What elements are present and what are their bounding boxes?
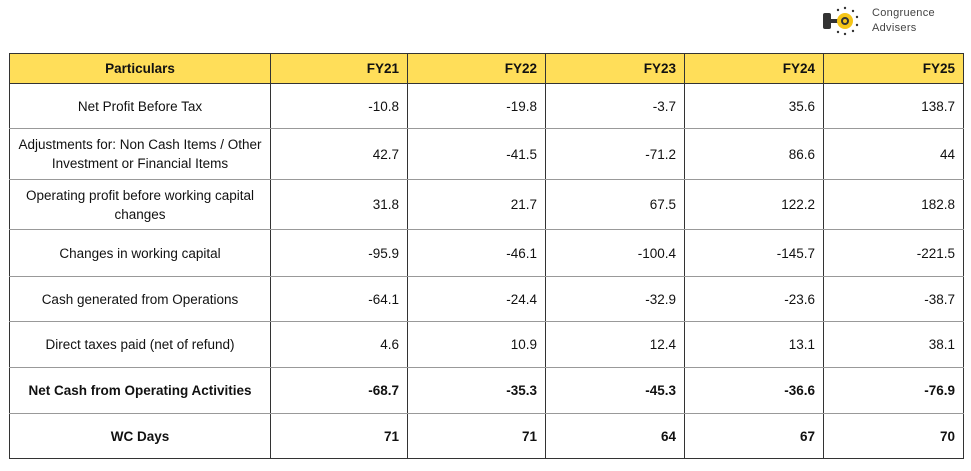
value-cell-fy25: 70 [823,413,964,459]
value-cell-fy21: 42.7 [270,128,408,180]
header-row: Particulars FY21 FY22 FY23 FY24 FY25 [9,53,964,84]
table-row: Cash generated from Operations -64.1 -24.4… [9,276,964,322]
value-cell-fy25: 44 [823,128,964,180]
value-cell-fy24: -23.6 [684,276,824,322]
value-cell-fy22: -41.5 [407,128,546,180]
value-cell-fy21: 31.8 [270,179,408,230]
value-cell-fy21: -95.9 [270,229,408,277]
header-fy25: FY25 [823,53,964,84]
value-cell-fy23: -45.3 [545,367,685,414]
header-particulars: Particulars [9,53,271,84]
value-cell-fy24: 122.2 [684,179,824,230]
table-row: Operating profit before working capital … [9,179,964,230]
value-cell-fy23: 12.4 [545,321,685,368]
logo-line-1: Congruence [872,7,935,19]
value-cell-fy22: -35.3 [407,367,546,414]
row-label: Cash generated from Operations [9,276,271,322]
row-label: Changes in working capital [9,229,271,277]
header-fy21: FY21 [270,53,408,84]
value-cell-fy24: 67 [684,413,824,459]
value-cell-fy25: -38.7 [823,276,964,322]
value-cell-fy22: 71 [407,413,546,459]
table-row: Adjustments for: Non Cash Items / Other … [9,128,964,180]
value-cell-fy21: -64.1 [270,276,408,322]
value-cell-fy24: -145.7 [684,229,824,277]
value-cell-fy24: -36.6 [684,367,824,414]
value-cell-fy25: 182.8 [823,179,964,230]
table-row: Changes in working capital -95.9 -46.1 -100… [9,229,964,277]
row-label: Net Cash from Operating Activities [9,367,271,414]
value-cell-fy25: 38.1 [823,321,964,368]
value-cell-fy23: 67.5 [545,179,685,230]
value-cell-fy23: -32.9 [545,276,685,322]
company-logo: Congruence Advisers [820,4,965,38]
value-cell-fy22: -19.8 [407,83,546,129]
value-cell-fy21: 71 [270,413,408,459]
header-fy24: FY24 [684,53,824,84]
header-fy23: FY23 [545,53,685,84]
row-label: Operating profit before working capital … [9,179,271,230]
value-cell-fy22: -24.4 [407,276,546,322]
table-row: Net Profit Before Tax -10.8 -19.8 -3.7 35.6 1… [9,83,964,129]
value-cell-fy24: 13.1 [684,321,824,368]
header-fy22: FY22 [407,53,546,84]
value-cell-fy22: 10.9 [407,321,546,368]
value-cell-fy22: -46.1 [407,229,546,277]
value-cell-fy25: -76.9 [823,367,964,414]
table-row: Net Cash from Operating Activities -68.7-… [9,367,964,414]
row-label: WC Days [9,413,271,459]
value-cell-fy24: 35.6 [684,83,824,129]
cash-flow-table: Particulars FY21 FY22 FY23 FY24 FY25 Net… [9,53,964,459]
table-row: Direct taxes paid (net of refund) 4.6 10.9… [9,321,964,368]
value-cell-fy25: -221.5 [823,229,964,277]
value-cell-fy22: 21.7 [407,179,546,230]
value-cell-fy21: 4.6 [270,321,408,368]
value-cell-fy23: -100.4 [545,229,685,277]
value-cell-fy23: -71.2 [545,128,685,180]
row-label: Direct taxes paid (net of refund) [9,321,271,368]
value-cell-fy23: -3.7 [545,83,685,129]
value-cell-fy21: -68.7 [270,367,408,414]
table-row: WC Days 71 71 64 67 70 [9,413,964,459]
row-label: Adjustments for: Non Cash Items / Other … [9,128,271,180]
logo-line-2: Advisers [872,22,917,34]
value-cell-fy24: 86.6 [684,128,824,180]
value-cell-fy23: 64 [545,413,685,459]
row-label: Net Profit Before Tax [9,83,271,129]
value-cell-fy21: -10.8 [270,83,408,129]
value-cell-fy25: 138.7 [823,83,964,129]
key-logo-icon [823,6,859,36]
